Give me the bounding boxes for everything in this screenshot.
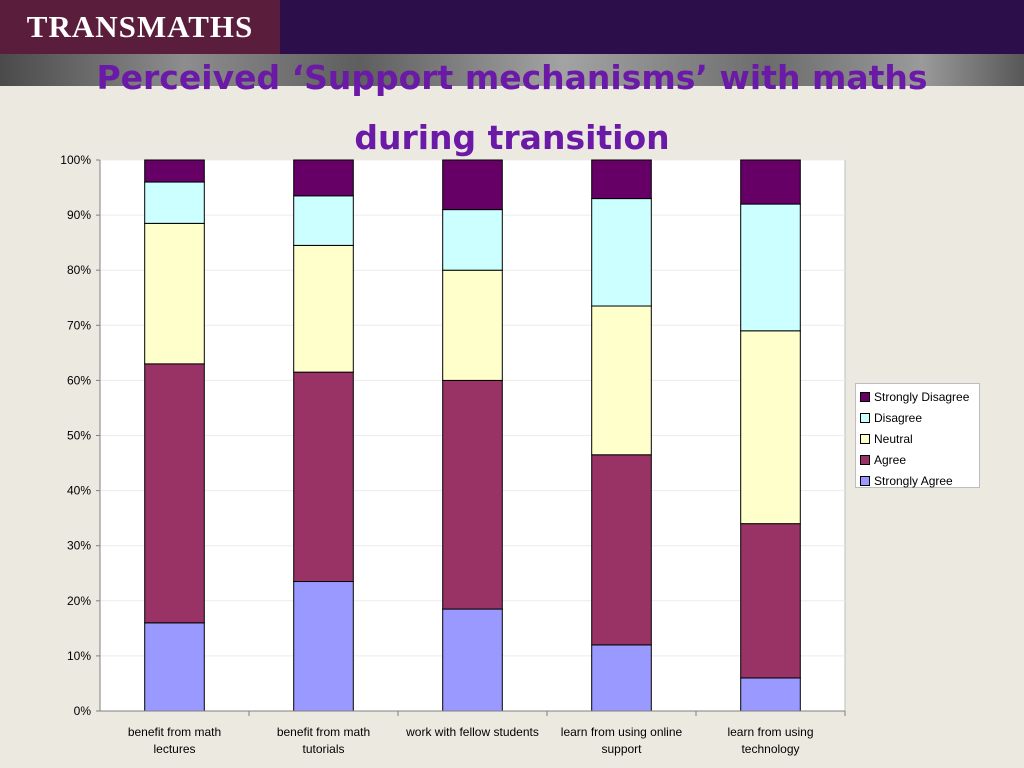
y-tick-label: 30%	[67, 539, 91, 553]
logo-text: TRANSMATHS	[26, 9, 254, 44]
legend: Strongly Disagree Disagree Neutral Agree Str…	[855, 383, 980, 488]
legend-label: Strongly Agree	[874, 473, 953, 488]
title-line-2: during transition	[354, 118, 670, 157]
bar-segment-strongly-disagree	[293, 159, 354, 197]
x-category-label-line: support	[601, 742, 642, 756]
y-tick-label: 0%	[74, 704, 92, 718]
bar-segment-strongly-disagree	[442, 159, 503, 211]
bar-segment-strongly-agree	[740, 677, 801, 712]
slide-title: Perceived ‘Support mechanisms’ with math…	[60, 48, 964, 168]
legend-label: Agree	[874, 452, 907, 467]
x-category-label: benefit from math tutorials	[277, 725, 370, 756]
y-tick-labels: 0% 10% 20% 30% 40% 50% 60% 70% 80% 90% 100%	[60, 153, 91, 718]
bar-segment-disagree	[740, 203, 801, 332]
bar-segment-strongly-agree	[293, 581, 354, 712]
bar-segment-neutral	[740, 330, 801, 525]
bar-segment-agree	[293, 371, 354, 583]
bars	[144, 159, 801, 712]
legend-item: Strongly Disagree	[860, 386, 975, 407]
bar-segment-strongly-agree	[591, 644, 652, 712]
bar-segment-neutral	[591, 305, 652, 456]
bar-segment-disagree	[293, 195, 354, 246]
bar-segment-strongly-agree	[442, 608, 503, 712]
title-line-1: Perceived ‘Support mechanisms’ with math…	[96, 58, 928, 97]
bar-segment-strongly-disagree	[740, 159, 801, 205]
legend-swatch	[860, 454, 870, 465]
x-category-label: benefit from math lectures	[128, 725, 221, 756]
legend-item: Neutral	[860, 428, 975, 449]
bar-segment-disagree	[442, 209, 503, 271]
y-tick-label: 60%	[67, 373, 91, 387]
x-category-label-line: benefit from math	[277, 725, 370, 739]
x-category-label-line: tutorials	[302, 742, 344, 756]
bar-segment-neutral	[442, 269, 503, 381]
x-category-label-line: learn from using online	[561, 725, 683, 739]
x-category-label-line: work with fellow students	[405, 725, 539, 739]
x-category-label-line: learn from using	[727, 725, 813, 739]
bar-segment-agree	[442, 379, 503, 610]
legend-item: Strongly Agree	[860, 470, 975, 491]
legend-swatch	[860, 391, 870, 402]
axes	[96, 159, 846, 716]
y-tick-label: 70%	[67, 318, 91, 332]
bar-segment-neutral	[293, 244, 354, 373]
logo: TRANSMATHS	[0, 0, 280, 54]
x-category-label: work with fellow students	[405, 725, 539, 739]
legend-swatch	[860, 412, 870, 423]
y-tick-label: 20%	[67, 594, 91, 608]
y-tick-label: 100%	[60, 153, 91, 167]
x-category-label: learn from using online support	[561, 725, 683, 756]
x-category-label: learn from using technology	[727, 725, 813, 756]
legend-label: Strongly Disagree	[874, 389, 970, 404]
x-category-label-line: lectures	[153, 742, 195, 756]
x-category-label-line: benefit from math	[128, 725, 221, 739]
y-tick-label: 40%	[67, 484, 91, 498]
bar-segment-agree	[740, 523, 801, 679]
legend-label: Disagree	[874, 410, 923, 425]
bar-segment-disagree	[144, 181, 205, 224]
y-tick-label: 10%	[67, 649, 91, 663]
bar-segment-strongly-disagree	[591, 159, 652, 200]
legend-label: Neutral	[874, 431, 913, 446]
bar-segment-agree	[591, 454, 652, 646]
bar-segment-strongly-agree	[144, 622, 205, 712]
bar-segment-agree	[144, 363, 205, 624]
legend-item: Agree	[860, 449, 975, 470]
bar-segment-disagree	[591, 198, 652, 307]
y-tick-label: 50%	[67, 429, 91, 443]
legend-swatch	[860, 475, 870, 486]
legend-swatch	[860, 433, 870, 444]
bar-segment-neutral	[144, 222, 205, 365]
x-category-label-line: technology	[741, 742, 799, 756]
bar-segment-strongly-disagree	[144, 159, 205, 183]
legend-item: Disagree	[860, 407, 975, 428]
y-tick-label: 80%	[67, 263, 91, 277]
y-tick-label: 90%	[67, 208, 91, 222]
